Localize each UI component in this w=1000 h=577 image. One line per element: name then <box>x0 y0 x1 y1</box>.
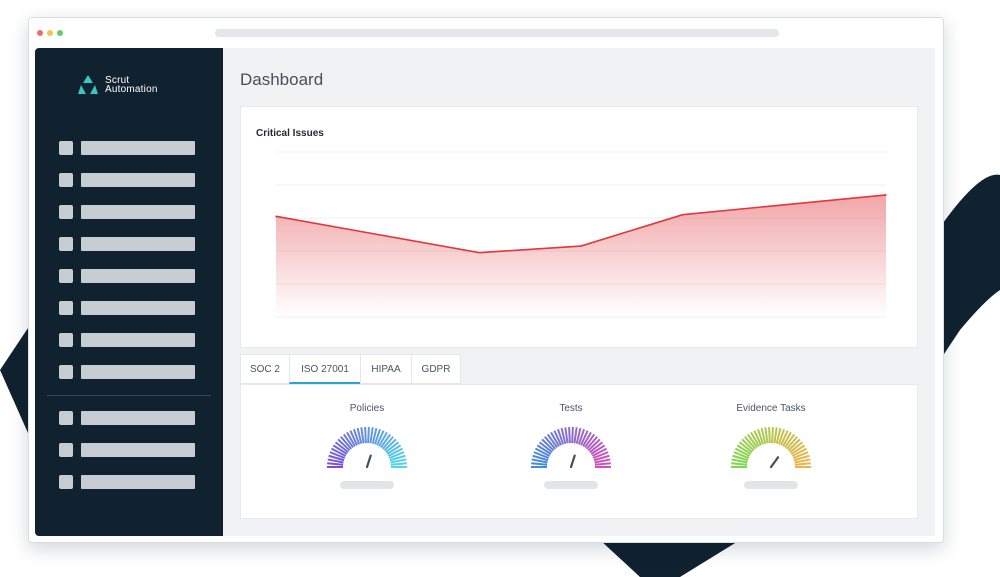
sidebar-secondary-item-1[interactable] <box>59 411 199 425</box>
sidebar-item-6[interactable] <box>59 301 199 315</box>
gauge-label: Evidence Tasks <box>736 403 806 414</box>
gauge-dial-icon <box>531 426 611 469</box>
chart-point-3 <box>478 251 481 254</box>
sidebar-item-5[interactable] <box>59 269 199 283</box>
chart-point-6 <box>783 204 786 206</box>
chart-point-7 <box>885 194 887 196</box>
browser-window: Scrut Automation Dashboard Critical Issu… <box>28 17 944 543</box>
sidebar-item-label-placeholder <box>81 141 195 155</box>
critical-issues-card: Critical Issues <box>240 106 918 348</box>
chart-point-4 <box>580 245 582 247</box>
gauge-evidence-tasks: Evidence Tasks <box>711 403 831 503</box>
logo[interactable]: Scrut Automation <box>77 74 187 98</box>
nav-square-icon <box>59 365 73 379</box>
gauge-tests: Tests <box>511 403 631 503</box>
logo-text: Scrut Automation <box>105 75 158 95</box>
sidebar-item-8[interactable] <box>59 365 199 379</box>
chart-point-5 <box>681 213 684 216</box>
logo-line-2: Automation <box>105 84 158 95</box>
gauge-label: Policies <box>349 403 385 414</box>
nav-square-icon <box>59 411 73 425</box>
sidebar-item-label-placeholder <box>81 173 195 187</box>
sidebar-item-3[interactable] <box>59 205 199 219</box>
chart-point-2 <box>376 233 379 236</box>
sidebar-item-label-placeholder <box>81 411 195 425</box>
nav-square-icon <box>59 173 73 187</box>
nav-square-icon <box>59 141 73 155</box>
scrut-logo-icon <box>78 75 98 94</box>
gauge-needle <box>365 454 372 469</box>
sidebar-item-1[interactable] <box>59 141 199 155</box>
chart-area-fill <box>276 194 886 317</box>
sidebar-item-2[interactable] <box>59 173 199 187</box>
sidebar-secondary-item-3[interactable] <box>59 475 199 489</box>
maximize-window-icon[interactable] <box>57 30 63 36</box>
gauge-value-placeholder <box>544 481 598 489</box>
sidebar-item-4[interactable] <box>59 237 199 251</box>
sidebar-divider <box>47 395 211 396</box>
nav-square-icon <box>59 237 73 251</box>
sidebar-item-label-placeholder <box>81 205 195 219</box>
tab-hipaa[interactable]: HIPAA <box>360 354 412 384</box>
gauge-needle <box>569 454 576 469</box>
critical-issues-chart <box>275 151 887 318</box>
gauge-dial-icon <box>327 426 407 469</box>
sidebar-item-label-placeholder <box>81 269 195 283</box>
sidebar-item-label-placeholder <box>81 365 195 379</box>
main-content: Dashboard Critical Issues SOC 2 ISO 27001… <box>223 48 935 536</box>
address-bar[interactable] <box>215 29 779 37</box>
sidebar-item-label-placeholder <box>81 237 195 251</box>
gauge-label: Tests <box>559 403 583 414</box>
page-title: Dashboard <box>240 70 324 89</box>
sidebar: Scrut Automation <box>35 48 223 536</box>
sidebar-item-label-placeholder <box>81 333 195 347</box>
sidebar-item-label-placeholder <box>81 475 195 489</box>
close-window-icon[interactable] <box>37 30 43 36</box>
title-bar <box>29 18 943 46</box>
nav-square-icon <box>59 301 73 315</box>
gauge-policies: Policies <box>307 403 427 503</box>
gauge-value-placeholder <box>340 481 394 489</box>
sidebar-item-label-placeholder <box>81 443 195 457</box>
nav-square-icon <box>59 269 73 283</box>
gauge-dial-icon <box>731 426 811 469</box>
tab-gdpr[interactable]: GDPR <box>411 354 461 384</box>
sidebar-item-label-placeholder <box>81 301 195 315</box>
gauge-value-placeholder <box>744 481 798 489</box>
chart-title: Critical Issues <box>256 128 324 139</box>
sidebar-secondary-item-2[interactable] <box>59 443 199 457</box>
nav-square-icon <box>59 443 73 457</box>
gauges-card: Policies Tests Evidence Tasks <box>240 384 918 519</box>
tab-soc-2[interactable]: SOC 2 <box>240 354 290 384</box>
tab-iso-27001[interactable]: ISO 27001 <box>289 354 361 384</box>
nav-square-icon <box>59 205 73 219</box>
logo-line-1: Scrut <box>105 75 130 86</box>
sidebar-item-7[interactable] <box>59 333 199 347</box>
nav-square-icon <box>59 475 73 489</box>
nav-square-icon <box>59 333 73 347</box>
minimize-window-icon[interactable] <box>47 30 53 36</box>
chart-point-1 <box>275 215 277 218</box>
gauge-needle <box>769 456 780 469</box>
